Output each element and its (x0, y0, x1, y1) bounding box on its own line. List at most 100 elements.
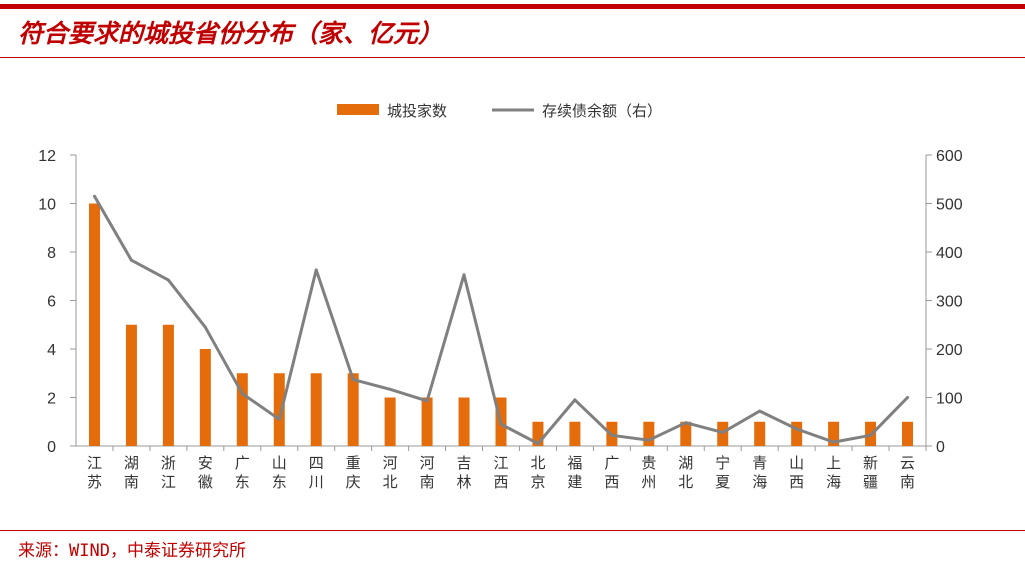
y-right-tick-label: 200 (936, 342, 963, 359)
bar (680, 421, 692, 446)
line-point (166, 278, 170, 282)
line-point (351, 378, 355, 382)
category-label: 疆 (863, 473, 878, 491)
bottom-rule (0, 530, 1025, 531)
category-label: 林 (457, 473, 472, 491)
bar (902, 421, 914, 446)
line-point (647, 438, 651, 442)
category-label: 庆 (346, 473, 361, 491)
category-label: 夏 (715, 473, 730, 491)
category-label: 徽 (198, 473, 213, 491)
line-point (610, 433, 614, 437)
bar (458, 397, 470, 446)
category-label: 浙 (161, 454, 176, 472)
bar (569, 421, 581, 446)
bar (162, 324, 174, 446)
category-label: 东 (272, 473, 287, 491)
bar (88, 203, 100, 446)
y-right-tick-label: 400 (936, 245, 963, 262)
y-left-tick-label: 10 (38, 197, 56, 214)
line-point (499, 422, 503, 426)
category-label: 河 (420, 454, 435, 472)
line-point (129, 258, 133, 262)
line-point (684, 421, 688, 425)
category-label: 山 (272, 454, 287, 472)
y-right-tick-label: 600 (936, 148, 963, 165)
y-right-tick-label: 500 (936, 197, 963, 214)
y-right-tick-label: 300 (936, 294, 963, 311)
category-label: 苏 (87, 473, 102, 491)
category-label: 四 (309, 454, 324, 472)
line-point (832, 440, 836, 444)
category-label: 海 (826, 473, 841, 491)
line-point (462, 273, 466, 277)
category-label: 州 (641, 473, 656, 491)
category-label: 新 (863, 454, 878, 472)
bar (199, 349, 211, 446)
line-layer (92, 194, 910, 446)
line-point (906, 396, 910, 399)
line-point (92, 194, 96, 198)
bar (273, 373, 285, 446)
line-point (795, 427, 799, 431)
line-point (240, 392, 244, 396)
legend-label-line: 存续债余额（右） (542, 102, 662, 120)
category-label: 川 (309, 473, 324, 491)
y-right-tick-label: 100 (936, 391, 963, 408)
line-point (721, 430, 725, 434)
bars-layer (88, 203, 914, 446)
category-label: 京 (530, 473, 545, 491)
bar (125, 324, 137, 446)
category-label: 北 (530, 454, 545, 472)
chart-canvas: 0246810120100200300400500600江苏湖南浙江安徽广东山东… (38, 102, 963, 491)
category-label: 广 (235, 454, 250, 472)
labels-layer: 0246810120100200300400500600江苏湖南浙江安徽广东山东… (38, 148, 963, 491)
bar (754, 421, 766, 446)
category-label: 北 (678, 473, 693, 491)
line-point (203, 325, 207, 329)
source-note: 来源：WIND，中泰证券研究所 (18, 541, 246, 561)
title-rule (0, 57, 1025, 58)
category-label: 湖 (678, 454, 693, 472)
category-label: 西 (493, 473, 508, 491)
line-point (388, 387, 392, 391)
bar (310, 373, 322, 446)
legend: 城投家数 存续债余额（右） (337, 102, 662, 120)
category-label: 山 (789, 454, 804, 472)
category-label: 河 (383, 454, 398, 472)
category-label: 湖 (124, 454, 139, 472)
category-label: 贵 (641, 454, 656, 472)
legend-label-bar: 城投家数 (387, 102, 447, 120)
line-point (277, 417, 281, 421)
bar (421, 397, 433, 446)
y-left-tick-label: 8 (47, 245, 56, 262)
legend-swatch-bar (337, 104, 379, 115)
category-label: 西 (604, 473, 619, 491)
top-rule (0, 4, 1025, 9)
line-point (758, 409, 762, 413)
category-label: 青 (752, 454, 767, 472)
bar (643, 421, 655, 446)
category-label: 江 (493, 454, 508, 472)
y-left-tick-label: 12 (38, 148, 56, 165)
category-label: 建 (567, 473, 582, 491)
category-label: 东 (235, 473, 250, 491)
y-left-tick-label: 0 (47, 439, 56, 456)
category-label: 南 (900, 473, 915, 491)
category-label: 江 (161, 473, 176, 491)
y-left-tick-label: 2 (47, 391, 56, 408)
line-point (425, 399, 429, 403)
line-point (573, 398, 577, 402)
category-label: 云 (900, 454, 915, 472)
category-label: 江 (87, 454, 102, 472)
category-label: 南 (124, 473, 139, 491)
y-left-tick-label: 6 (47, 294, 56, 311)
bar (236, 373, 248, 446)
chart-title: 符合要求的城投省份分布（家、亿元） (18, 19, 444, 48)
category-label: 海 (752, 473, 767, 491)
category-label: 安 (198, 454, 213, 472)
category-label: 重 (346, 454, 361, 472)
category-label: 上 (826, 454, 841, 472)
line-point (869, 433, 873, 437)
category-label: 广 (604, 454, 619, 472)
